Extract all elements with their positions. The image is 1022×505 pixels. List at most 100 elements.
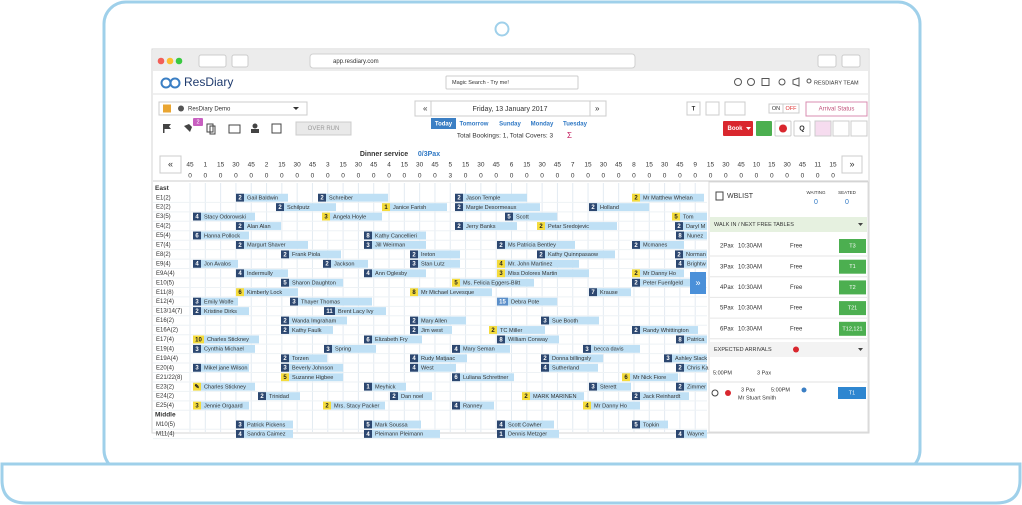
booking[interactable]: 6 Kimberly Lock	[236, 288, 298, 297]
booking[interactable]: 8 Nunez	[676, 231, 707, 240]
walkin-button[interactable]	[756, 121, 772, 136]
booking[interactable]: 2 TC Miller	[489, 326, 545, 334]
booking[interactable]: 2 Jason Temple	[455, 193, 527, 202]
booking[interactable]: 2 Mary Allen	[410, 316, 466, 325]
booking[interactable]: 6 Mr Nick Fiore	[622, 373, 678, 382]
booking[interactable]: 3 Miss Dolores Martin	[497, 269, 589, 278]
booking[interactable]: 4 Pleimann Pleimann	[364, 430, 440, 438]
table-button[interactable]	[839, 321, 866, 336]
booking[interactable]: 5 Suzanne Higbee	[281, 373, 343, 382]
booking[interactable]: 10 Charles Stickney	[193, 335, 259, 344]
booking[interactable]: 8 William Conway	[497, 335, 559, 344]
table-button[interactable]	[839, 259, 866, 274]
quick-date[interactable]: Today	[435, 122, 453, 128]
quick-date[interactable]: Sunday	[499, 122, 521, 128]
booking[interactable]: 3 Jill Weirman	[364, 241, 426, 249]
zoom-dot[interactable]	[175, 57, 183, 65]
booking[interactable]: 2 Dan noel	[390, 392, 432, 401]
booking[interactable]: 3 Emily Wolfe	[193, 297, 238, 306]
booking[interactable]: 5 Tom	[672, 212, 707, 221]
booking[interactable]: 3 Thayer Thomas	[290, 297, 372, 306]
booking[interactable]: 2 Norman	[675, 250, 707, 259]
url-bar[interactable]	[309, 53, 636, 69]
user-name[interactable]: RESDIARY TEAM	[814, 80, 859, 86]
booking[interactable]: 2 Gail Baldwin	[236, 193, 288, 202]
booking[interactable]: 3 Mikel jane Wilson	[193, 363, 249, 372]
booking[interactable]: 5 Ms. Felicia Eggers-Blitt	[452, 278, 534, 287]
booking[interactable]: 2 Jerry Banks	[455, 222, 517, 230]
booking[interactable]: 2 Mr Matthew Whelan	[632, 193, 704, 202]
booking[interactable]: 1 Meyhick	[364, 382, 406, 391]
booking[interactable]: 4 Stacy Odorowski	[193, 212, 255, 221]
restaurant-select[interactable]	[158, 101, 308, 116]
timeline-next-button[interactable]	[841, 155, 863, 174]
booking[interactable]: 2 Chris Ka	[676, 363, 709, 372]
booking[interactable]: 4 Ann Oglesby	[364, 269, 426, 278]
walkin-header[interactable]	[710, 217, 867, 232]
grid-scroll-button[interactable]	[690, 272, 706, 294]
booking[interactable]: 2 Jackson	[323, 259, 368, 268]
sidebar-button[interactable]	[231, 54, 249, 68]
booking[interactable]: 5 Scott	[505, 212, 557, 221]
today-button[interactable]	[431, 118, 456, 129]
booking[interactable]: 3 Jennie Orgaard	[193, 401, 249, 410]
next-day[interactable]: »	[595, 104, 600, 113]
booking[interactable]: 2 Ireton	[410, 250, 460, 259]
booking[interactable]: 2 Daryl M	[675, 222, 707, 230]
arrival-table-button[interactable]	[838, 387, 866, 399]
quick-date[interactable]: Tuesday	[563, 122, 588, 128]
booking[interactable]: 2 Holland	[589, 203, 649, 212]
booking[interactable]: 1 Janice Farish	[382, 203, 447, 212]
booking[interactable]: 2 Donna billingsly	[541, 354, 603, 363]
booking[interactable]: 2 Petar Sredojevic	[537, 222, 617, 230]
booking[interactable]: 2 Margurt Shaver	[236, 241, 308, 249]
booking[interactable]: ✎ Charles Stickney	[193, 382, 255, 391]
arrivals-header[interactable]	[710, 342, 867, 357]
booking[interactable]: 2 Alan Alan	[236, 222, 281, 230]
share-button[interactable]	[817, 54, 837, 68]
table-button[interactable]	[839, 239, 866, 253]
booking[interactable]: 5 Sharon Daughton	[281, 278, 343, 287]
booking[interactable]: 3 Ashley Slack	[664, 354, 707, 363]
booking[interactable]: 4 Rudy Matjaac	[410, 354, 467, 363]
table-button[interactable]	[839, 280, 866, 295]
date-picker[interactable]	[414, 100, 607, 117]
booking[interactable]: 4 West	[410, 363, 456, 372]
book-button[interactable]	[723, 121, 753, 136]
booking[interactable]: 4 Wayne	[676, 430, 707, 438]
booking[interactable]: 3 Beverly Johnson	[281, 363, 343, 372]
booking[interactable]: 8 Patrica	[676, 335, 707, 344]
off-toggle[interactable]	[782, 103, 800, 114]
view-button[interactable]	[850, 120, 868, 137]
arrival-status-button[interactable]	[805, 101, 868, 117]
nav-buttons[interactable]	[198, 54, 227, 68]
booking[interactable]: 6 Hanna Pollock	[193, 231, 249, 240]
booking[interactable]: 2 Trinidad	[258, 392, 300, 401]
booking[interactable]: 4 Indermully	[236, 269, 288, 278]
booking[interactable]: 2 Schreiber	[318, 193, 388, 202]
booking[interactable]: 2 MARK MARINEN	[522, 392, 584, 401]
booking[interactable]: 5 Topkin	[632, 420, 668, 429]
prev-day[interactable]: «	[423, 104, 428, 113]
booking[interactable]: 4 Scott Cowher	[497, 420, 554, 429]
sigma[interactable]: Σ	[567, 131, 572, 140]
booking[interactable]: 2 Mcmanes	[632, 241, 684, 249]
booking[interactable]: 4 Mr. John Martinez	[497, 259, 579, 268]
booking[interactable]: 7 Krause	[589, 288, 631, 297]
booking[interactable]: 6 Luliana Schrettner	[452, 373, 514, 382]
booking[interactable]: 4 Sutherland	[541, 363, 598, 372]
booking[interactable]: 2 Ms Patricia Bentley	[497, 241, 575, 249]
booking[interactable]: 2 Schilputz	[276, 203, 336, 212]
booking[interactable]: 2 Kristine Dirks	[193, 307, 249, 315]
view-button[interactable]	[814, 120, 832, 137]
view-button[interactable]	[832, 120, 850, 137]
booking[interactable]: 2 Jim west	[410, 326, 452, 334]
booking[interactable]: 3 Angela Hoyle	[322, 212, 382, 221]
booking[interactable]: 2 Randy Whittington	[632, 326, 698, 334]
booking[interactable]: 3 Cynthia Michael	[193, 344, 255, 353]
booking[interactable]: 2 Jack Reinhardt	[632, 392, 689, 401]
booking[interactable]: 2 Zimmer	[676, 382, 707, 391]
booking[interactable]: 2 Peter Fuenfgeld	[632, 278, 690, 287]
booking[interactable]: 2 Kathy Quinnpasaow	[537, 250, 615, 259]
booking[interactable]: 4 Sandra Caimez	[236, 430, 293, 438]
